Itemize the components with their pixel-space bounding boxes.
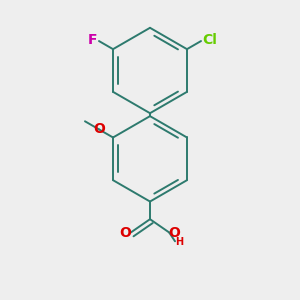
Text: O: O bbox=[169, 226, 180, 240]
Text: F: F bbox=[88, 33, 97, 46]
Text: H: H bbox=[175, 237, 183, 247]
Text: O: O bbox=[120, 226, 131, 240]
Text: O: O bbox=[93, 122, 105, 136]
Text: Cl: Cl bbox=[202, 33, 217, 46]
